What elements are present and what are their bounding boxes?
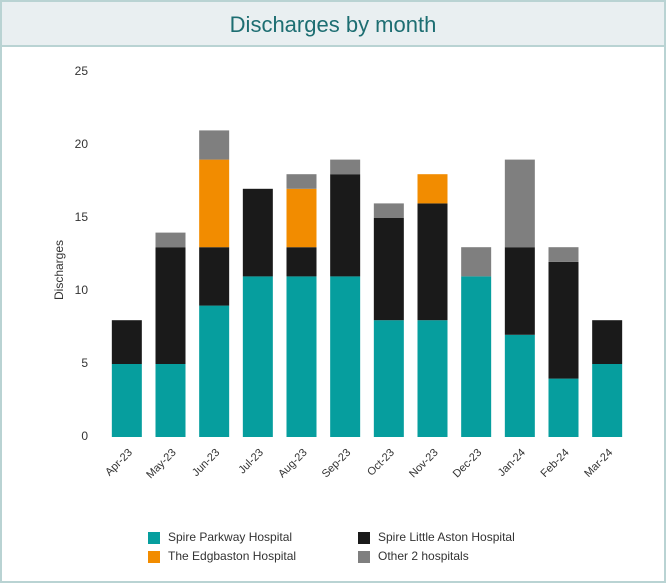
bar-segment (461, 276, 492, 437)
bar-segment (504, 334, 535, 437)
legend-swatch (148, 551, 160, 563)
bar-segment (504, 247, 535, 335)
bar-segment (504, 159, 535, 248)
bar-segment (199, 305, 230, 437)
y-tick-label: 5 (81, 356, 88, 370)
bar-segment (199, 130, 230, 160)
legend-swatch (358, 532, 370, 544)
bar-segment (330, 159, 361, 175)
bar-segment (111, 320, 142, 364)
bar-segment (592, 320, 623, 364)
bar-segment (155, 247, 186, 364)
bar-segment (373, 203, 404, 218)
y-tick-label: 0 (81, 429, 88, 443)
y-tick-label: 10 (75, 283, 89, 297)
bar-segment (330, 276, 361, 437)
y-axis-label: Discharges (52, 240, 66, 300)
bar-segment (199, 159, 230, 248)
bar-segment (242, 276, 273, 437)
bar-segment (242, 188, 273, 277)
bar-segment (199, 247, 230, 306)
bar-segment (286, 174, 317, 189)
y-tick-label: 20 (75, 137, 89, 151)
bar-segment (373, 320, 404, 437)
header (2, 2, 664, 46)
bar-segment (155, 364, 186, 437)
bar-segment (330, 174, 361, 277)
bar-segment (286, 188, 317, 248)
bar-segment (548, 261, 579, 379)
legend-label: Spire Little Aston Hospital (378, 530, 515, 544)
y-tick-label: 15 (75, 210, 89, 224)
bar-segment (286, 276, 317, 437)
bar-segment (461, 247, 492, 277)
bar-segment (548, 247, 579, 262)
bar-segment (111, 364, 142, 437)
y-tick-label: 25 (75, 64, 89, 78)
legend-label: Other 2 hospitals (378, 549, 469, 563)
chart-title: Discharges by month (230, 12, 437, 37)
legend-swatch (148, 532, 160, 544)
legend-label: The Edgbaston Hospital (168, 549, 296, 563)
bar-segment (592, 364, 623, 437)
bar-segment (286, 247, 317, 277)
bar-segment (417, 320, 448, 437)
bar-segment (373, 218, 404, 321)
bar-segment (548, 378, 579, 437)
legend-swatch (358, 551, 370, 563)
bar-segment (417, 203, 448, 321)
legend-label: Spire Parkway Hospital (168, 530, 292, 544)
bar-segment (417, 174, 448, 204)
bar-segment (155, 232, 186, 248)
